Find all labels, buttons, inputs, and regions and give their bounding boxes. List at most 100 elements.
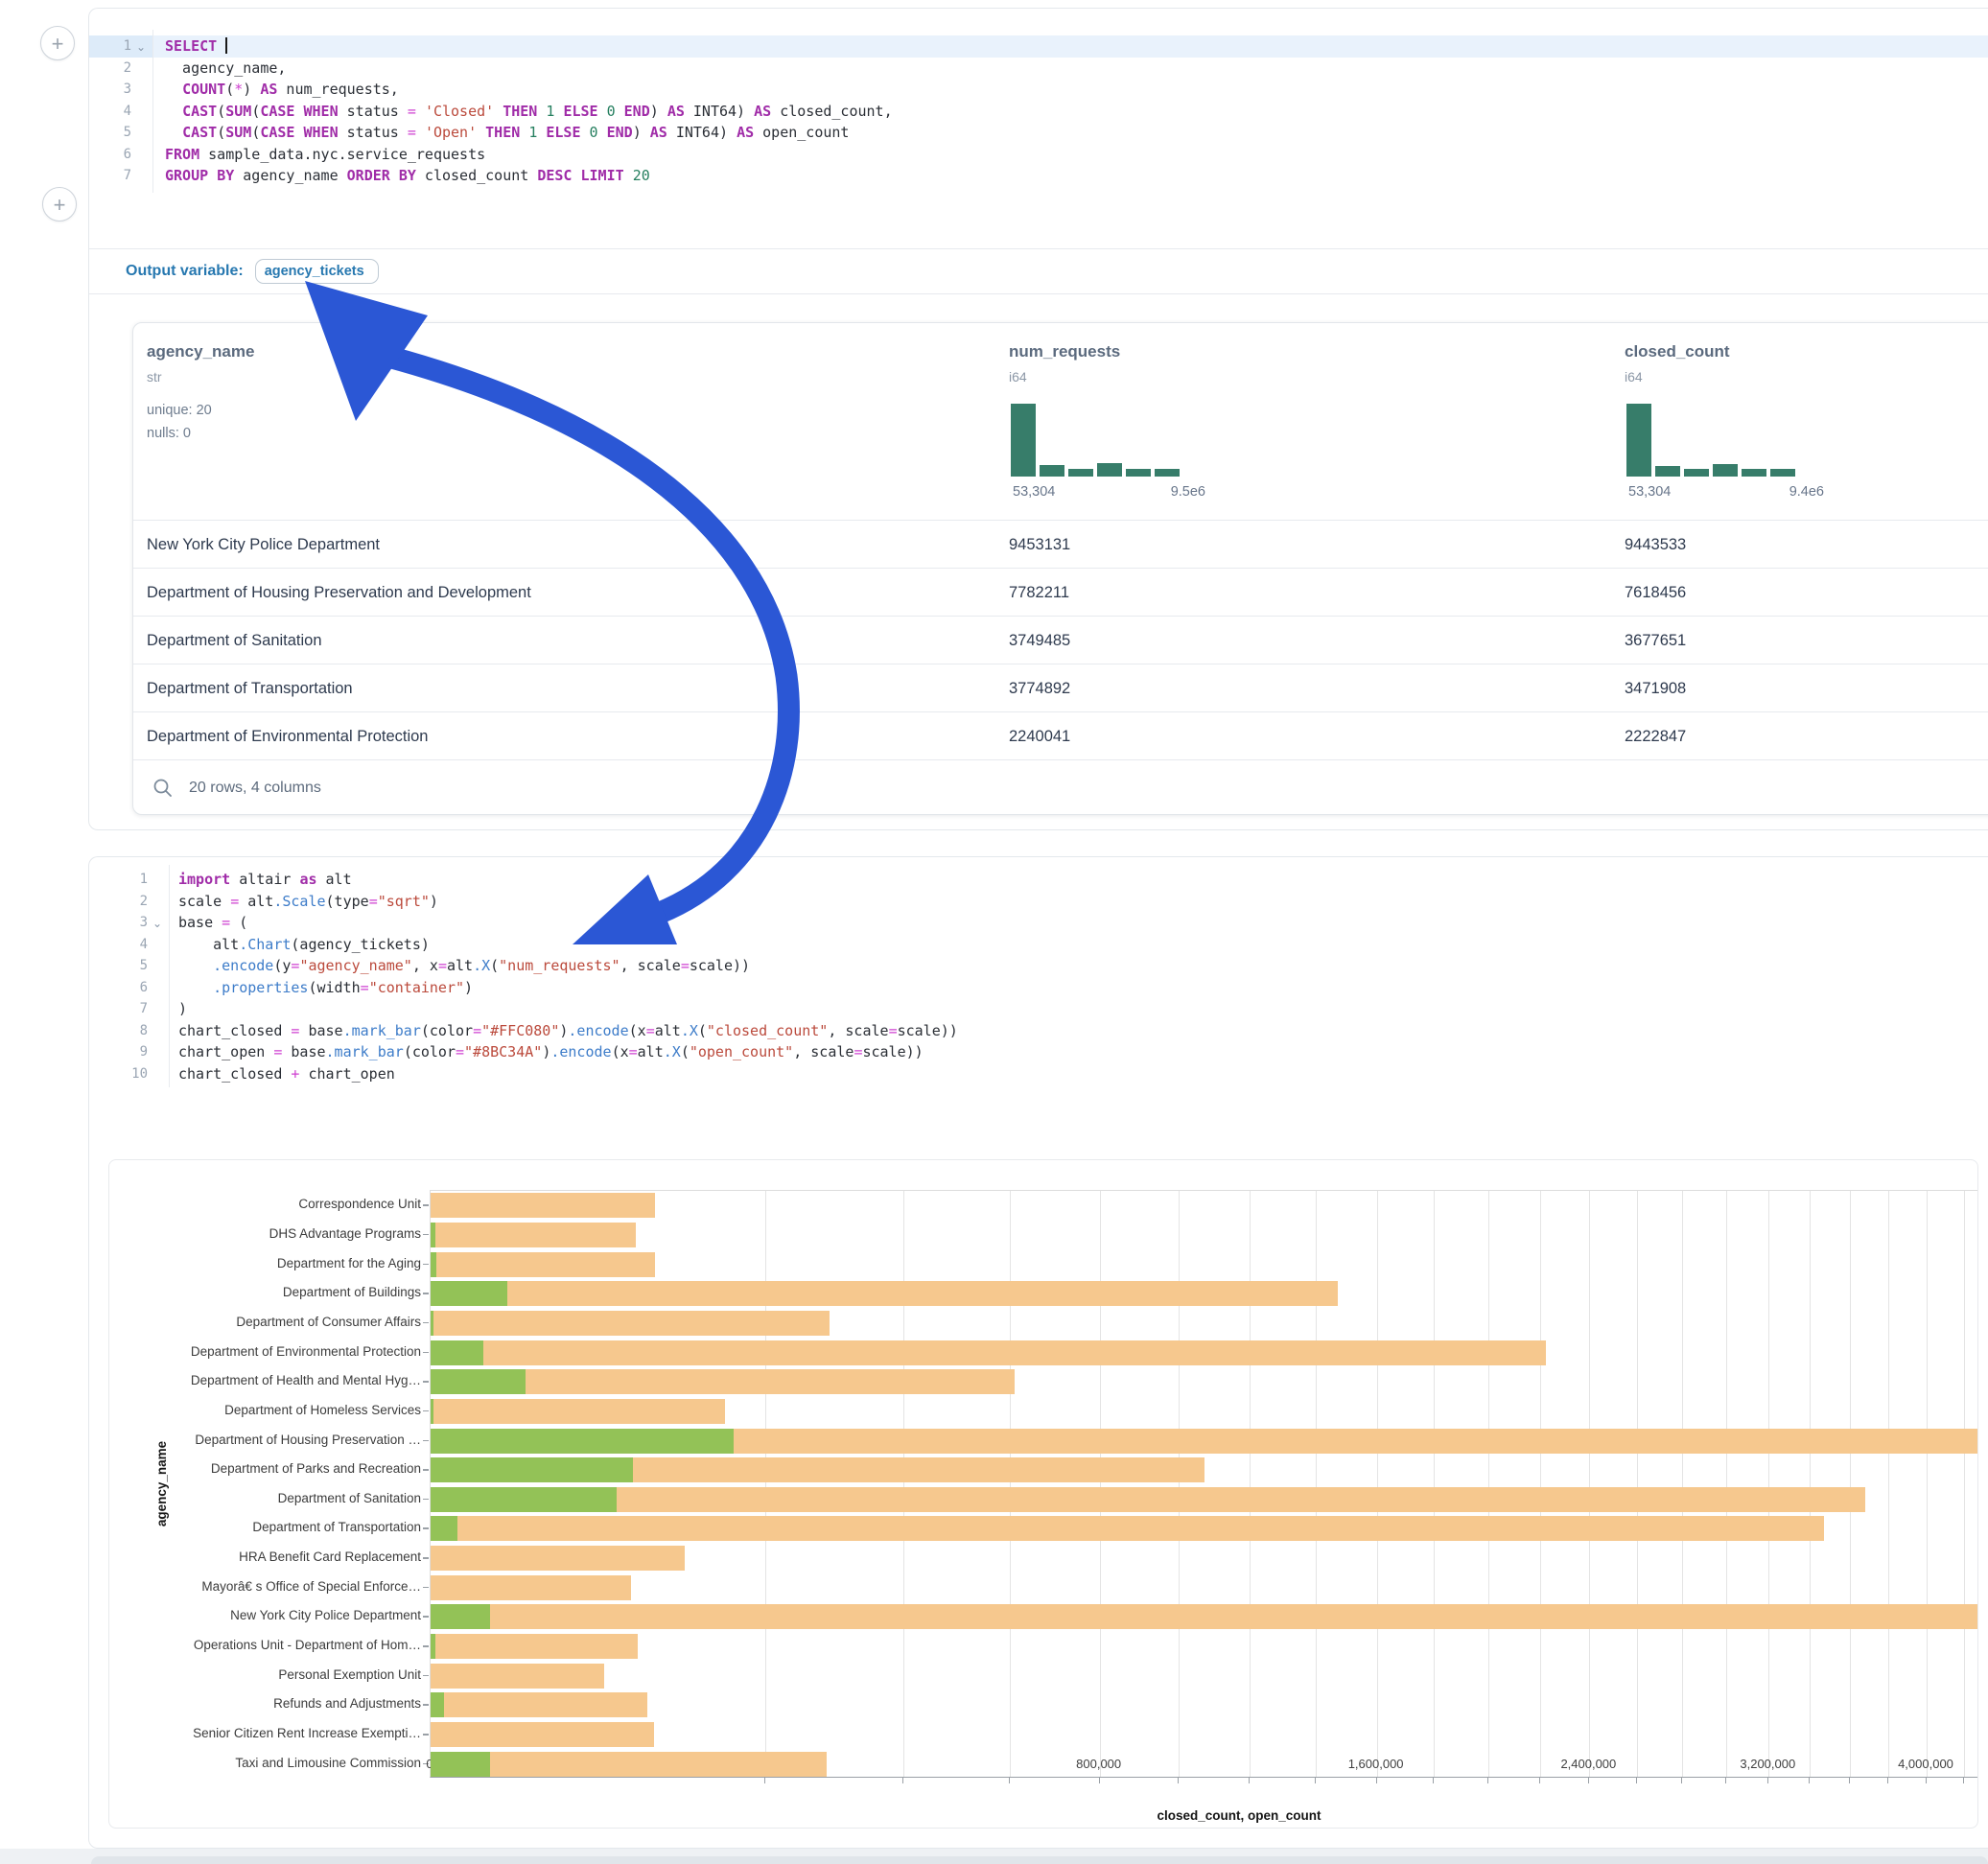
column-header-agency-name[interactable]: agency_name <box>147 342 254 361</box>
open-count-bar[interactable] <box>431 1311 433 1336</box>
code-line[interactable]: base = ( <box>178 912 247 934</box>
closed-count-bar[interactable] <box>431 1223 636 1247</box>
closed-count-bar[interactable] <box>431 1752 827 1777</box>
code-line[interactable]: import altair as alt <box>178 869 352 891</box>
closed-count-bar[interactable] <box>431 1399 725 1424</box>
open-count-bar[interactable] <box>431 1634 435 1659</box>
line-number: 1 <box>89 35 131 58</box>
code-line[interactable]: CAST(SUM(CASE WHEN status = 'Open' THEN … <box>165 122 849 144</box>
result-table: agency_name str unique: 20 nulls: 0 num_… <box>132 322 1988 815</box>
y-axis-label[interactable]: Department of Transportation <box>129 1520 421 1535</box>
y-axis-label[interactable]: Department of Health and Mental Hyg… <box>129 1373 421 1388</box>
closed-count-histogram <box>1626 402 1801 477</box>
y-axis-label[interactable]: HRA Benefit Card Replacement <box>129 1549 421 1565</box>
gridline <box>1637 1191 1638 1777</box>
y-axis-label[interactable]: Refunds and Adjustments <box>129 1696 421 1712</box>
y-axis-label[interactable]: Department of Homeless Services <box>129 1403 421 1418</box>
y-axis-label[interactable]: Operations Unit - Department of Hom… <box>129 1638 421 1653</box>
closed-count-bar[interactable] <box>431 1722 654 1747</box>
closed-count-bar[interactable] <box>431 1311 830 1336</box>
closed-count-bar[interactable] <box>431 1546 685 1571</box>
open-count-bar[interactable] <box>431 1281 507 1306</box>
output-variable-pill[interactable]: agency_tickets <box>255 259 379 284</box>
code-line[interactable]: ) <box>178 998 187 1020</box>
code-line[interactable]: GROUP BY agency_name ORDER BY closed_cou… <box>165 165 650 187</box>
code-line[interactable]: alt.Chart(agency_tickets) <box>178 934 430 956</box>
chart-output: agency_name Correspondence UnitDHS Advan… <box>108 1159 1978 1829</box>
code-line[interactable]: COUNT(*) AS num_requests, <box>165 79 399 101</box>
open-count-bar[interactable] <box>431 1604 490 1629</box>
y-axis-label[interactable]: Department of Buildings <box>129 1285 421 1300</box>
closed-count-bar[interactable] <box>431 1575 631 1600</box>
y-axis-label[interactable]: Mayorâ€ s Office of Special Enforce… <box>129 1579 421 1595</box>
open-count-bar[interactable] <box>431 1752 490 1777</box>
open-count-bar[interactable] <box>431 1369 526 1394</box>
line-number: 6 <box>89 977 148 999</box>
open-count-bar[interactable] <box>431 1252 436 1277</box>
code-line[interactable]: chart_closed = base.mark_bar(color="#FFC… <box>178 1020 958 1042</box>
closed-count-bar[interactable] <box>431 1664 604 1689</box>
gridline <box>1179 1191 1180 1777</box>
open-count-bar[interactable] <box>431 1457 633 1482</box>
table-row[interactable]: New York City Police Department945313194… <box>133 520 1988 569</box>
histogram-bar <box>1770 469 1795 477</box>
closed-count-bar[interactable] <box>431 1692 647 1717</box>
closed-count-bar[interactable] <box>431 1516 1824 1541</box>
y-axis-label[interactable]: New York City Police Department <box>129 1608 421 1623</box>
output-variable-row: Output variable: agency_tickets <box>89 248 1988 294</box>
open-count-bar[interactable] <box>431 1340 483 1365</box>
x-axis-tick <box>1099 1778 1100 1783</box>
y-axis-label[interactable]: Department of Consumer Affairs <box>129 1315 421 1330</box>
y-axis-label[interactable]: Correspondence Unit <box>129 1197 421 1212</box>
search-icon[interactable] <box>152 778 174 799</box>
table-row[interactable]: Department of Environmental Protection22… <box>133 711 1988 760</box>
table-row[interactable]: Department of Housing Preservation and D… <box>133 568 1988 617</box>
closed-count-bar[interactable] <box>431 1281 1338 1306</box>
code-line[interactable]: .encode(y="agency_name", x=alt.X("num_re… <box>178 955 750 977</box>
open-count-bar[interactable] <box>431 1516 457 1541</box>
python-fold-chevron-icon[interactable]: ⌄ <box>152 918 162 929</box>
y-axis-label[interactable]: Department of Sanitation <box>129 1491 421 1506</box>
y-axis-label[interactable]: Senior Citizen Rent Increase Exempti… <box>129 1726 421 1741</box>
code-line[interactable]: chart_open = base.mark_bar(color="#8BC34… <box>178 1041 924 1063</box>
open-count-bar[interactable] <box>431 1223 435 1247</box>
closed-count-bar[interactable] <box>431 1193 655 1218</box>
add-cell-button-top[interactable]: + <box>40 26 75 60</box>
sql-fold-chevron-icon[interactable]: ⌄ <box>136 41 146 53</box>
closed-count-bar[interactable] <box>431 1634 638 1659</box>
open-count-bar[interactable] <box>431 1399 433 1424</box>
table-row[interactable]: Department of Sanitation37494853677651 <box>133 616 1988 664</box>
add-cell-button-middle[interactable]: + <box>42 187 77 221</box>
code-line[interactable]: .properties(width="container") <box>178 977 473 999</box>
y-axis-label[interactable]: Department of Parks and Recreation <box>129 1461 421 1477</box>
table-footer: 20 rows, 4 columns <box>152 774 321 803</box>
y-axis-label[interactable]: Department for the Aging <box>129 1256 421 1271</box>
gridline <box>1888 1191 1889 1777</box>
chart-plot-area[interactable] <box>430 1190 1978 1778</box>
closed-count-bar[interactable] <box>431 1252 655 1277</box>
column-header-num-requests[interactable]: num_requests <box>1009 342 1120 361</box>
x-axis-tick <box>1009 1778 1010 1783</box>
y-axis-label[interactable]: Department of Housing Preservation … <box>129 1433 421 1448</box>
table-row[interactable]: Department of Transportation377489234719… <box>133 664 1988 712</box>
code-line[interactable]: SELECT <box>165 35 227 58</box>
column-type-closed-count: i64 <box>1625 369 1643 384</box>
y-axis-label[interactable]: Department of Environmental Protection <box>129 1344 421 1360</box>
y-axis-label[interactable]: Personal Exemption Unit <box>129 1667 421 1683</box>
open-count-bar[interactable] <box>431 1429 734 1454</box>
y-axis-tick <box>423 1704 429 1706</box>
code-line[interactable]: CAST(SUM(CASE WHEN status = 'Closed' THE… <box>165 101 893 123</box>
y-axis-label[interactable]: DHS Advantage Programs <box>129 1226 421 1242</box>
column-header-closed-count[interactable]: closed_count <box>1625 342 1730 361</box>
code-line[interactable]: scale = alt.Scale(type="sqrt") <box>178 891 438 913</box>
closed-count-bar[interactable] <box>431 1487 1865 1512</box>
code-line[interactable]: FROM sample_data.nyc.service_requests <box>165 144 485 166</box>
open-count-bar[interactable] <box>431 1487 617 1512</box>
closed-count-bar[interactable] <box>431 1340 1546 1365</box>
closed-count-bar[interactable] <box>431 1604 1978 1629</box>
gridline <box>1250 1191 1251 1777</box>
code-line[interactable]: agency_name, <box>165 58 286 80</box>
open-count-bar[interactable] <box>431 1692 444 1717</box>
y-axis-label[interactable]: Taxi and Limousine Commission <box>129 1756 421 1771</box>
code-line[interactable]: chart_closed + chart_open <box>178 1063 395 1085</box>
